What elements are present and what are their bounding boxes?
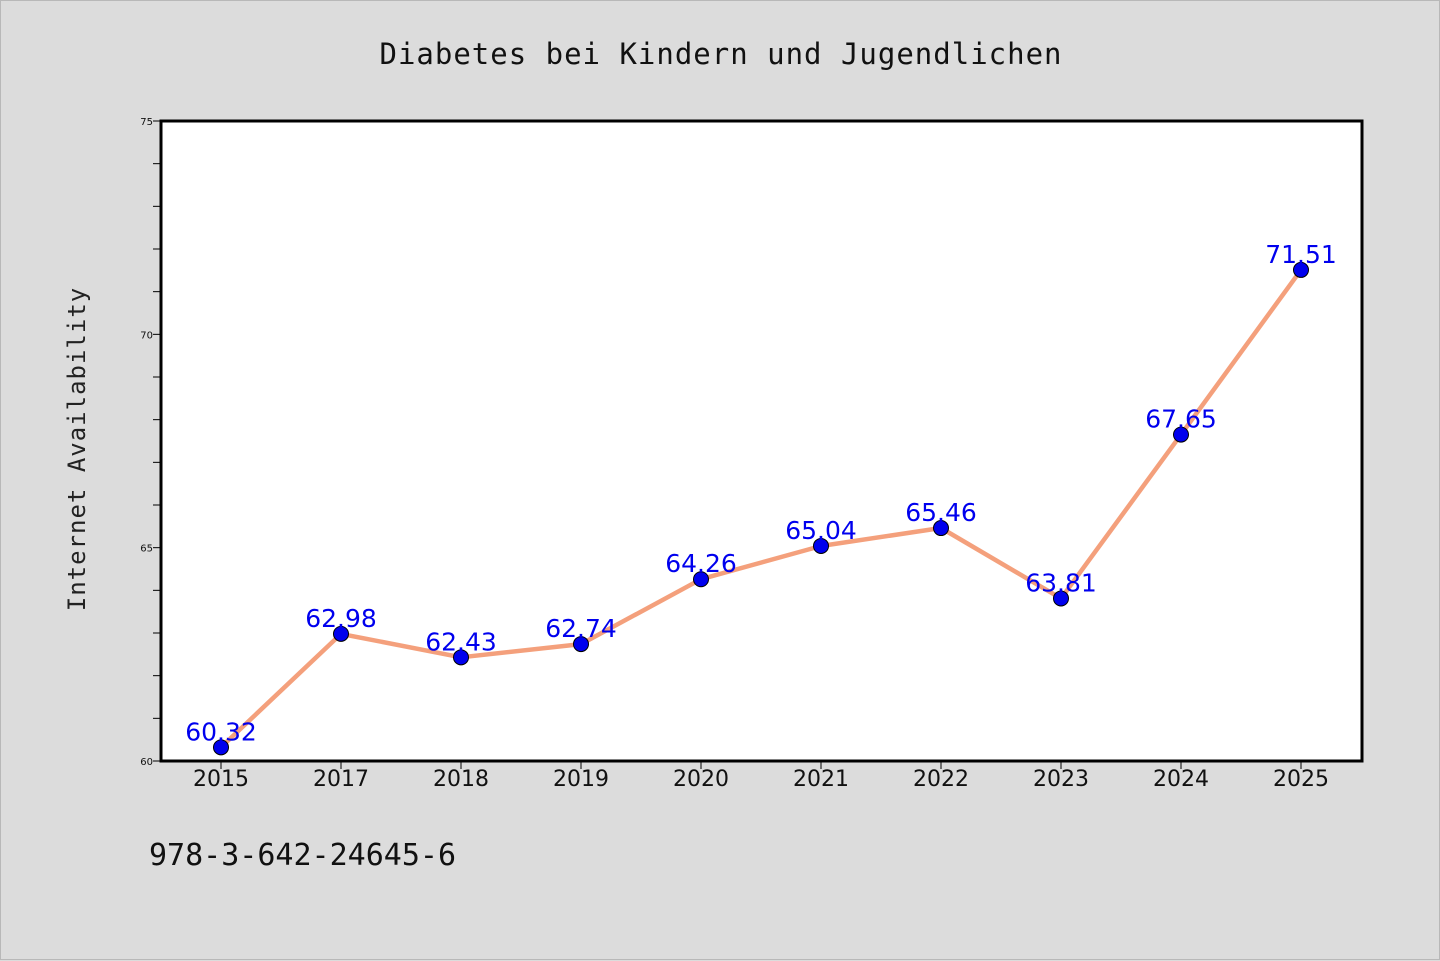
data-labels: 60.32 62.98 62.43 62.74 64.26 65.04 65.46 63.81… xyxy=(185,240,1337,746)
x-axis-tick-labels: 2015 2017 2018 2019 2020 2021 2022 2023 2024 2025 xyxy=(193,767,1329,792)
data-point xyxy=(933,520,949,537)
x-tick-label: 2017 xyxy=(313,767,369,792)
y-tick-label: 65 xyxy=(140,544,153,555)
plot-frame xyxy=(159,119,1364,763)
data-point xyxy=(1293,261,1309,278)
x-tick-label: 2015 xyxy=(193,767,249,792)
data-point xyxy=(1173,426,1189,443)
data-label: 62.43 xyxy=(425,627,497,656)
x-tick-label: 2024 xyxy=(1153,767,1209,792)
y-tick-label: 75 xyxy=(140,117,153,128)
data-label: 71.51 xyxy=(1265,240,1337,269)
x-tick-label: 2022 xyxy=(913,767,969,792)
data-point xyxy=(813,537,829,554)
x-tick-label: 2025 xyxy=(1273,767,1329,792)
data-point xyxy=(453,649,469,666)
y-tick-label: 60 xyxy=(140,757,153,768)
plot-area xyxy=(161,121,1362,761)
data-label: 65.04 xyxy=(785,516,857,545)
x-tick-label: 2018 xyxy=(433,767,489,792)
y-axis-label: Internet Availability xyxy=(63,287,91,611)
data-point xyxy=(333,625,349,642)
data-label: 62.74 xyxy=(545,614,617,643)
series-line xyxy=(219,268,1303,749)
data-point xyxy=(693,571,709,588)
data-point xyxy=(213,739,229,756)
y-axis-tick-labels: 60 65 70 75 xyxy=(140,117,153,768)
y-tick-label: 70 xyxy=(140,330,153,341)
data-label: 64.26 xyxy=(665,549,737,578)
x-tick-label: 2023 xyxy=(1033,767,1089,792)
data-label: 63.81 xyxy=(1025,568,1097,597)
isbn-text: 978-3-642-24645-6 xyxy=(149,838,456,873)
data-label: 67.65 xyxy=(1145,405,1217,434)
x-tick-label: 2021 xyxy=(793,767,849,792)
data-label: 60.32 xyxy=(185,717,257,746)
data-label: 65.46 xyxy=(905,498,977,527)
x-tick-label: 2020 xyxy=(673,767,729,792)
x-tick-label: 2019 xyxy=(553,767,609,792)
data-point xyxy=(1053,590,1069,607)
series-markers xyxy=(213,261,1309,756)
data-point xyxy=(573,636,589,653)
chart-title: Diabetes bei Kindern und Jugendlichen xyxy=(379,37,1062,71)
data-label: 62.98 xyxy=(305,604,377,633)
